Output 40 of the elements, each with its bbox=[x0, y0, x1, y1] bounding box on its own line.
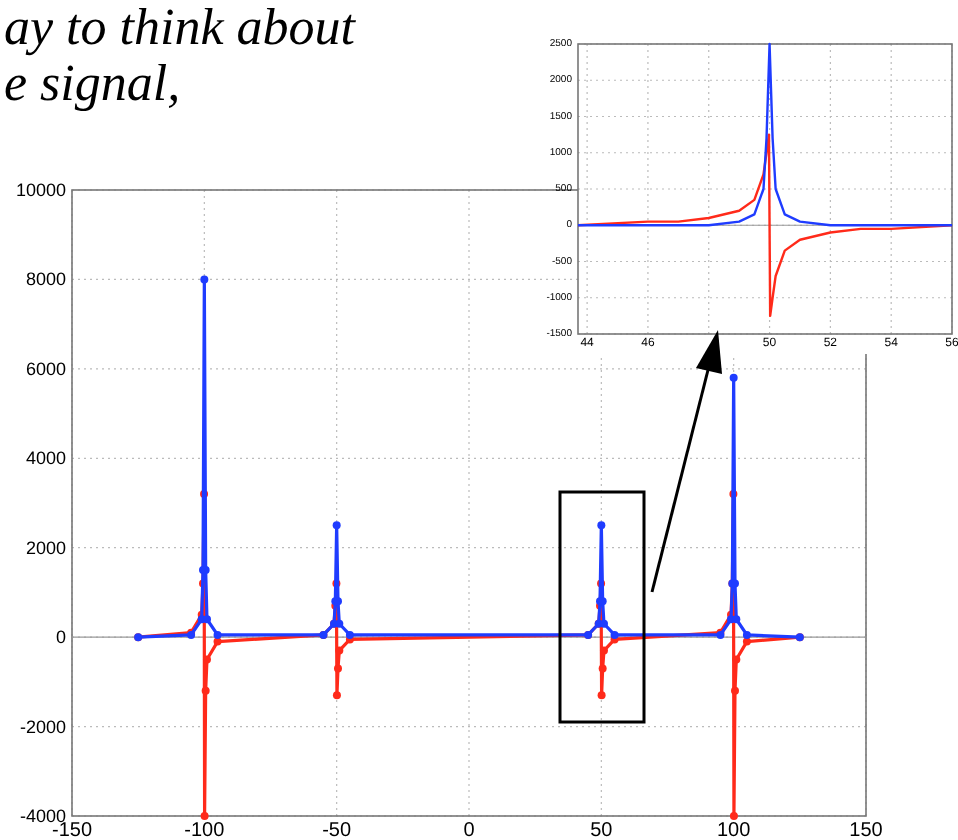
point bbox=[732, 655, 741, 664]
x-tick-label: -50 bbox=[322, 820, 352, 840]
point bbox=[333, 664, 342, 673]
y-tick-label: 4000 bbox=[25, 448, 66, 469]
point bbox=[332, 521, 341, 530]
x-tick-label: 150 bbox=[849, 820, 884, 840]
point bbox=[597, 521, 606, 530]
point bbox=[598, 664, 607, 673]
point bbox=[345, 630, 354, 639]
y-tick-label: 10000 bbox=[15, 180, 66, 200]
y-tick-label: 8000 bbox=[25, 269, 66, 290]
point bbox=[729, 812, 738, 820]
x-tick-label: 50 bbox=[590, 820, 614, 840]
point bbox=[610, 630, 619, 639]
y-tick-label: 6000 bbox=[25, 358, 66, 379]
y-tick-label: 0 bbox=[55, 627, 66, 648]
point bbox=[597, 691, 606, 700]
x-tick-label: -150 bbox=[51, 820, 93, 840]
x-tick-label: -100 bbox=[184, 820, 226, 840]
x-tick-label: 100 bbox=[716, 820, 752, 840]
point bbox=[335, 619, 344, 628]
point bbox=[732, 615, 741, 624]
point bbox=[742, 637, 751, 646]
point bbox=[202, 655, 211, 664]
point bbox=[200, 812, 209, 820]
y-tick-label: 2000 bbox=[25, 537, 66, 558]
y-tick-label: -2000 bbox=[19, 716, 66, 737]
point bbox=[729, 373, 738, 382]
point bbox=[742, 630, 751, 639]
x-tick-label: 0 bbox=[463, 820, 476, 840]
point bbox=[213, 637, 222, 646]
point bbox=[599, 646, 608, 655]
point bbox=[200, 275, 209, 284]
point bbox=[213, 630, 222, 639]
point bbox=[335, 646, 344, 655]
text: ay to think about bbox=[4, 0, 357, 56]
point bbox=[730, 686, 739, 695]
point bbox=[201, 686, 210, 695]
text: e signal, bbox=[4, 54, 181, 112]
point bbox=[332, 691, 341, 700]
